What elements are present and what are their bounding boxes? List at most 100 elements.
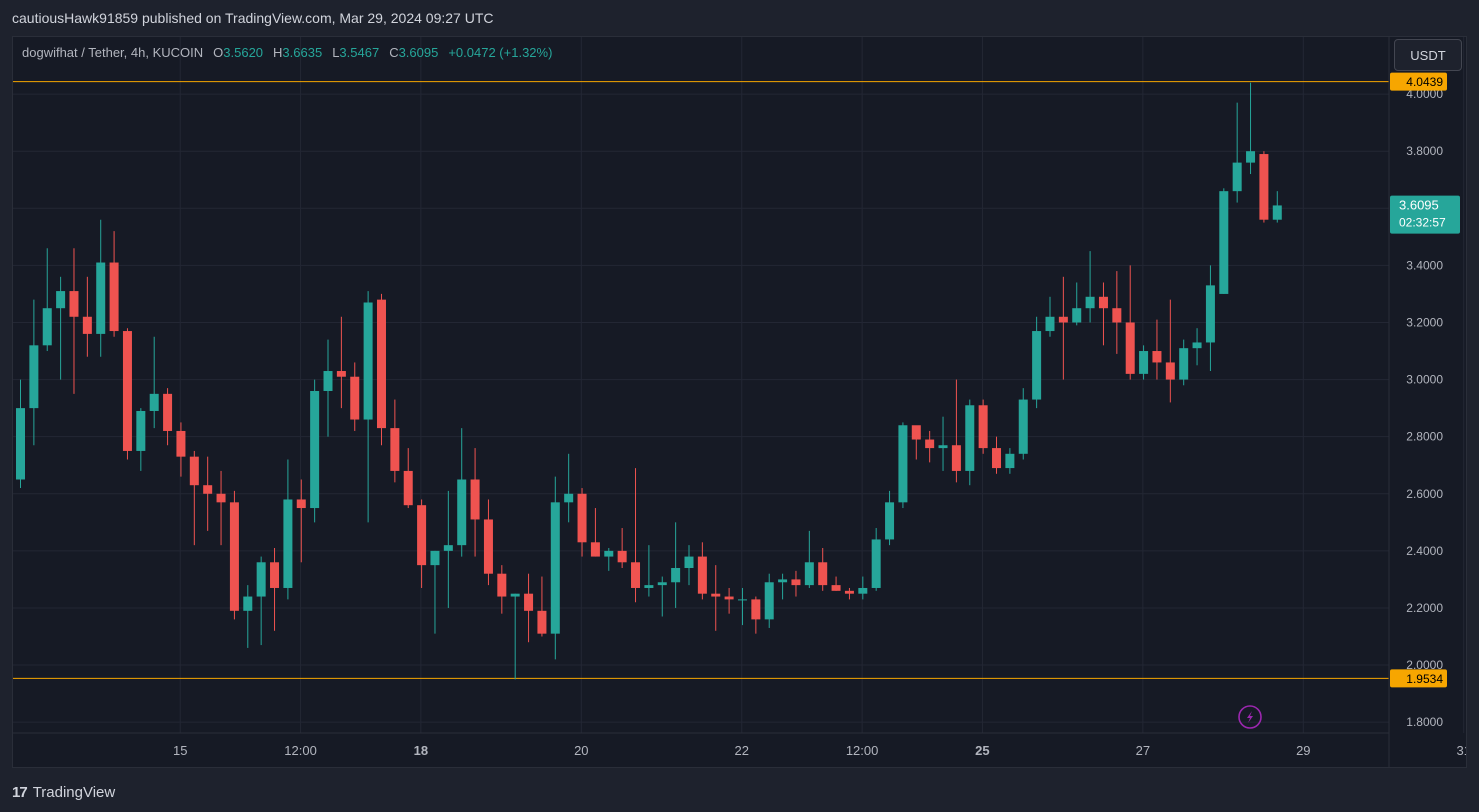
candle-body (644, 585, 654, 588)
time-tick-label: 29 (1296, 743, 1310, 758)
candle-body (96, 262, 106, 334)
tradingview-brand: TradingView (32, 783, 116, 801)
candle-up (684, 545, 694, 586)
candle-body (229, 502, 239, 611)
hline-price-label: 4.0439 (1406, 75, 1443, 89)
candle-down (831, 576, 841, 591)
low-item: L 3.5467 (332, 45, 379, 60)
high-item: H 3.6635 (273, 45, 322, 60)
candle-body (283, 499, 293, 588)
candle-body (323, 371, 333, 391)
candle-body (1005, 453, 1015, 469)
candle-body (911, 425, 921, 440)
candle-down (189, 450, 199, 546)
candle-down (470, 448, 480, 557)
candle-body (417, 505, 427, 566)
candle-down (1152, 319, 1162, 380)
candle-body (992, 448, 1002, 469)
candle-up (136, 408, 146, 471)
candle-down (417, 499, 427, 588)
time-tick-label: 20 (574, 743, 588, 758)
close-item: C 3.6095 (389, 45, 438, 60)
candle-body (510, 593, 520, 597)
price-tick-label: 3.0000 (1406, 373, 1443, 387)
candle-down (390, 399, 400, 483)
candle-body (978, 405, 988, 449)
candle-up (1085, 251, 1095, 323)
candle-body (550, 502, 560, 634)
candle-down (911, 425, 921, 460)
candle-body (1032, 331, 1042, 400)
close-value: 3.6095 (398, 45, 439, 60)
time-tick-label: 15 (173, 743, 187, 758)
open-label: O (213, 45, 224, 60)
change-value: +0.0472 (+1.32%) (448, 45, 553, 60)
candle-down (296, 479, 306, 563)
price-tick-label: 2.8000 (1406, 430, 1443, 444)
lightning-icon[interactable] (1238, 705, 1262, 729)
candle-body (403, 470, 413, 506)
candle-body (604, 550, 614, 557)
candle-body (1045, 316, 1055, 332)
horizontal-lines[interactable] (13, 81, 1389, 679)
candle-body (524, 593, 534, 611)
price-axis[interactable]: 1.8000 2.0000 2.2000 2.4000 2.6000 2.8000 3.00… (1406, 87, 1443, 729)
candle-body (1272, 205, 1282, 220)
countdown-label: 02:32:57 (1399, 216, 1446, 230)
candlestick-chart[interactable]: 1.8000 2.0000 2.2000 2.4000 2.6000 2.8000 3.00… (13, 37, 1466, 767)
candle-up (1205, 265, 1215, 372)
candle-body (671, 567, 681, 583)
candle-up (871, 528, 881, 591)
candle-body (631, 562, 641, 588)
candle-body (590, 542, 600, 557)
candle-up (16, 379, 25, 489)
candle-body (483, 519, 493, 574)
candle-up (885, 490, 895, 546)
candle-body (764, 582, 774, 620)
published-text: cautiousHawk91859 published on TradingVi… (12, 10, 494, 26)
candle-down (203, 456, 213, 531)
candle-up (1005, 448, 1015, 474)
candle-body (443, 545, 453, 551)
candle-body (1058, 316, 1068, 323)
candle-up (550, 476, 560, 660)
price-markers: 4.0439 1.9534 3.6095 02:32:57 (1390, 72, 1460, 688)
candle-down (925, 430, 935, 463)
currency-button[interactable]: USDT (1394, 39, 1462, 71)
candle-body (42, 308, 52, 346)
candle-up (1032, 316, 1042, 409)
candle-body (376, 299, 386, 429)
candle-down (537, 576, 547, 637)
candle-body (216, 493, 226, 503)
price-tick-label: 2.2000 (1406, 601, 1443, 615)
candle-down (524, 573, 534, 643)
candle-up (938, 416, 948, 471)
candle-up (564, 453, 574, 523)
candle-down (122, 328, 132, 460)
chart-area[interactable]: 1.8000 2.0000 2.2000 2.4000 2.6000 2.8000 3.00… (12, 36, 1467, 768)
time-tick-label: 27 (1136, 743, 1150, 758)
candle-body (1246, 151, 1256, 163)
candle-down (82, 276, 92, 357)
candle-up (42, 248, 52, 352)
candle-body (965, 405, 975, 471)
candle-up (510, 593, 520, 680)
candle-body (697, 556, 707, 594)
candle-body (1125, 322, 1135, 374)
candle-down (818, 548, 828, 591)
high-value: 3.6635 (282, 45, 323, 60)
candle-up (1246, 82, 1256, 175)
time-axis[interactable]: 15 12:00 18 20 22 12:00 25 27 29 31 (173, 743, 1466, 758)
candle-down (1165, 299, 1175, 403)
candle-body (270, 562, 280, 588)
price-tick-label: 4.0000 (1406, 87, 1443, 101)
symbol-name[interactable]: dogwifhat / Tether, 4h, KUCOIN (22, 45, 204, 60)
candle-body (1152, 351, 1162, 363)
candle-body (1232, 162, 1242, 192)
hline-price-label: 1.9534 (1406, 672, 1443, 686)
low-label: L (332, 45, 340, 60)
candle-up (898, 422, 908, 509)
tradingview-logo-icon: 17 (12, 783, 28, 801)
candle-up (443, 490, 453, 608)
tradingview-footer[interactable]: 17 TradingView (12, 780, 115, 804)
